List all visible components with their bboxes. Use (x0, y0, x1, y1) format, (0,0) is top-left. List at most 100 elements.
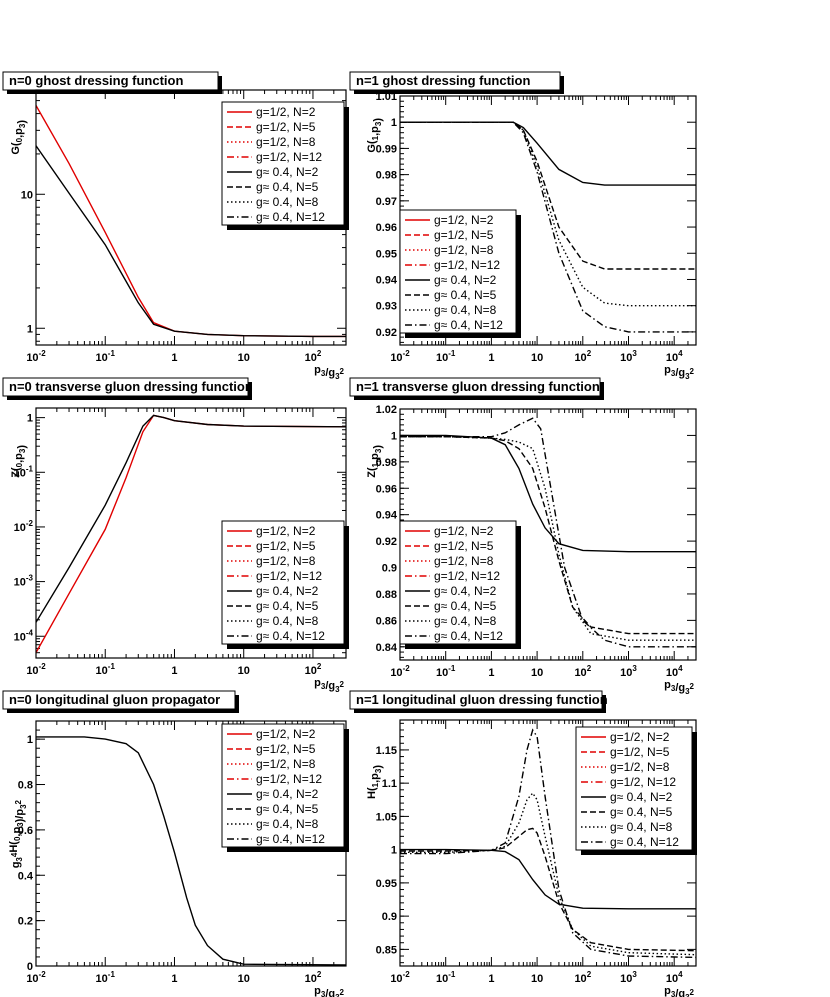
legend-label: g≈ 0.4, N=8 (434, 303, 497, 317)
y-axis-label: G(0,p3) (10, 120, 28, 155)
series-line-4 (400, 121, 696, 333)
series-line-1 (36, 736, 346, 966)
chart-title: n=1 transverse gluon dressing function (356, 379, 600, 394)
series-line-3 (400, 436, 696, 641)
y-tick-label: 0.84 (376, 642, 398, 654)
y-tick-label: 0.98 (376, 457, 397, 469)
legend-label: g≈ 0.4, N=8 (256, 817, 319, 831)
legend-label: g≈ 0.4, N=8 (610, 820, 673, 834)
x-tick-label: 104 (666, 664, 683, 679)
y-tick-label: 0.95 (376, 878, 397, 890)
y-tick-label: 0.96 (376, 222, 397, 234)
legend-label: g=1/2, N=5 (610, 745, 670, 759)
legend-label: g≈ 0.4, N=12 (434, 629, 503, 643)
legend-label: g=1/2, N=8 (256, 554, 316, 568)
y-tick-label: 10-2 (14, 519, 34, 534)
y-tick-label: 0.92 (376, 536, 397, 548)
y-tick-label: 1 (27, 323, 33, 335)
legend-box (399, 209, 517, 334)
y-tick-label: 0.88 (376, 589, 397, 601)
y-tick-label: 0.94 (376, 274, 398, 286)
x-tick-label: 103 (620, 970, 637, 985)
legend-label: g≈ 0.4, N=8 (434, 614, 497, 628)
legend-label: g≈ 0.4, N=12 (434, 318, 503, 332)
legend-label: g≈ 0.4, N=2 (256, 787, 319, 801)
legend-label: g=1/2, N=2 (434, 524, 494, 538)
y-tick-label: 0.96 (376, 483, 397, 495)
y-tick-label: 0.86 (376, 615, 397, 627)
y-axis-label: H(1,p3) (366, 765, 384, 799)
legend-label: g≈ 0.4, N=8 (256, 614, 319, 628)
y-tick-label: 0.98 (376, 170, 397, 182)
y-tick-label: 1 (27, 734, 33, 746)
x-tick-label: 10 (531, 973, 543, 985)
legend-box (221, 520, 345, 645)
y-tick-label: 1 (27, 413, 33, 425)
legend-label: g=1/2, N=8 (434, 554, 494, 568)
series-line-1 (400, 848, 696, 910)
x-tick-label: 102 (305, 970, 322, 985)
legend-label: g≈ 0.4, N=2 (256, 584, 319, 598)
y-tick-label: 1.05 (376, 811, 397, 823)
y-tick-label: 0.99 (376, 143, 397, 155)
y-tick-label: 1.01 (376, 91, 397, 103)
x-tick-label: 102 (574, 970, 591, 985)
y-tick-label: 1.1 (382, 778, 397, 790)
x-tick-label: 10-2 (26, 970, 46, 985)
x-tick-label: 10-1 (436, 664, 456, 679)
legend-label: g=1/2, N=5 (434, 539, 494, 553)
x-tick-label: 10-2 (390, 970, 410, 985)
x-tick-label: 1 (488, 352, 494, 364)
y-tick-label: 1.02 (376, 404, 397, 416)
legend-label: g=1/2, N=5 (256, 120, 316, 134)
legend-label: g=1/2, N=2 (610, 730, 670, 744)
y-tick-label: 1 (391, 430, 397, 442)
y-axis-label: Z(1,p3) (366, 445, 384, 478)
legend-label: g≈ 0.4, N=12 (256, 629, 325, 643)
chart-panel-3: n=0 transverse gluon dressing function 10… (2, 377, 349, 694)
legend-label: g≈ 0.4, N=2 (434, 273, 497, 287)
x-tick-label: 1 (171, 665, 177, 677)
legend-label: g≈ 0.4, N=5 (434, 599, 497, 613)
y-tick-label: 0 (27, 961, 33, 973)
y-axis-label: G(1,p3) (366, 118, 384, 153)
x-tick-label: 102 (574, 664, 591, 679)
legend-label: g≈ 0.4, N=8 (256, 195, 319, 209)
x-tick-label: 1 (488, 667, 494, 679)
title-box (349, 377, 601, 397)
y-tick-label: 0.8 (18, 780, 33, 792)
chart-panel-1: n=0 ghost dressing function 10-2 10-1 1 10 10… (2, 71, 349, 381)
legend-label: g≈ 0.4, N=5 (610, 805, 673, 819)
y-tick-label: 0.4 (18, 870, 34, 882)
legend-label: g=1/2, N=12 (256, 772, 322, 786)
legend-label: g=1/2, N=8 (256, 757, 316, 771)
x-tick-label: 10 (238, 973, 250, 985)
y-tick-label: 0.9 (382, 911, 397, 923)
title-box (349, 71, 561, 91)
legend-label: g≈ 0.4, N=12 (610, 835, 679, 849)
series-line-2 (36, 414, 346, 623)
y-tick-label: 10-1 (14, 464, 34, 479)
y-tick-label: 0.94 (376, 510, 398, 522)
y-tick-label: 0.6 (18, 825, 33, 837)
legend-label: g=1/2, N=5 (256, 539, 316, 553)
x-tick-label: 1 (488, 973, 494, 985)
x-tick-label: 10 (238, 352, 250, 364)
legend-label: g=1/2, N=12 (256, 569, 322, 583)
x-axis-label: p3/g32 (314, 985, 344, 997)
x-tick-label: 10-2 (26, 662, 46, 677)
legend-label: g=1/2, N=5 (434, 228, 494, 242)
y-tick-label: 10 (21, 189, 33, 201)
y-tick-label: 0.2 (18, 916, 33, 928)
legend: g=1/2, N=2g=1/2, N=5g=1/2, N=8g=1/2, N=1… (221, 101, 349, 230)
chart-panel-5: n=0 longitudinal gluon propagator 10-2 10-… (2, 690, 349, 997)
series-line-4 (400, 417, 696, 648)
legend-box (221, 101, 345, 226)
legend-label: g≈ 0.4, N=2 (256, 165, 319, 179)
legend-label: g=1/2, N=8 (256, 135, 316, 149)
legend-label: g≈ 0.4, N=12 (256, 832, 325, 846)
y-tick-label: 0.93 (376, 301, 397, 313)
y-tick-label: 0.9 (382, 563, 397, 575)
